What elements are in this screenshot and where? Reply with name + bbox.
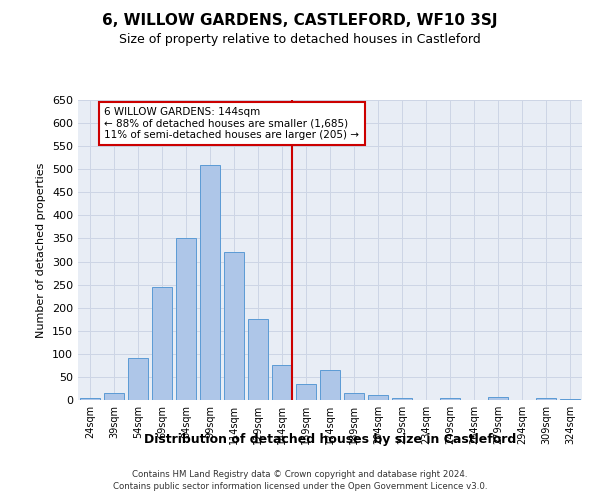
Bar — [440, 398, 460, 400]
Y-axis label: Number of detached properties: Number of detached properties — [37, 162, 46, 338]
Text: Size of property relative to detached houses in Castleford: Size of property relative to detached ho… — [119, 32, 481, 46]
Bar — [320, 370, 340, 400]
Text: 6, WILLOW GARDENS, CASTLEFORD, WF10 3SJ: 6, WILLOW GARDENS, CASTLEFORD, WF10 3SJ — [102, 12, 498, 28]
Bar — [176, 238, 196, 400]
Bar — [296, 384, 316, 400]
Bar — [536, 398, 556, 400]
Bar — [488, 397, 508, 400]
Bar — [368, 396, 388, 400]
Text: Contains HM Land Registry data © Crown copyright and database right 2024.: Contains HM Land Registry data © Crown c… — [132, 470, 468, 479]
Bar — [152, 287, 172, 400]
Bar — [560, 398, 580, 400]
Bar — [80, 398, 100, 400]
Text: Distribution of detached houses by size in Castleford: Distribution of detached houses by size … — [144, 432, 516, 446]
Bar — [128, 358, 148, 400]
Bar — [200, 164, 220, 400]
Bar — [224, 252, 244, 400]
Bar — [272, 366, 292, 400]
Bar — [104, 393, 124, 400]
Bar — [344, 393, 364, 400]
Text: 6 WILLOW GARDENS: 144sqm
← 88% of detached houses are smaller (1,685)
11% of sem: 6 WILLOW GARDENS: 144sqm ← 88% of detach… — [104, 107, 359, 140]
Text: Contains public sector information licensed under the Open Government Licence v3: Contains public sector information licen… — [113, 482, 487, 491]
Bar — [248, 319, 268, 400]
Bar — [392, 398, 412, 400]
